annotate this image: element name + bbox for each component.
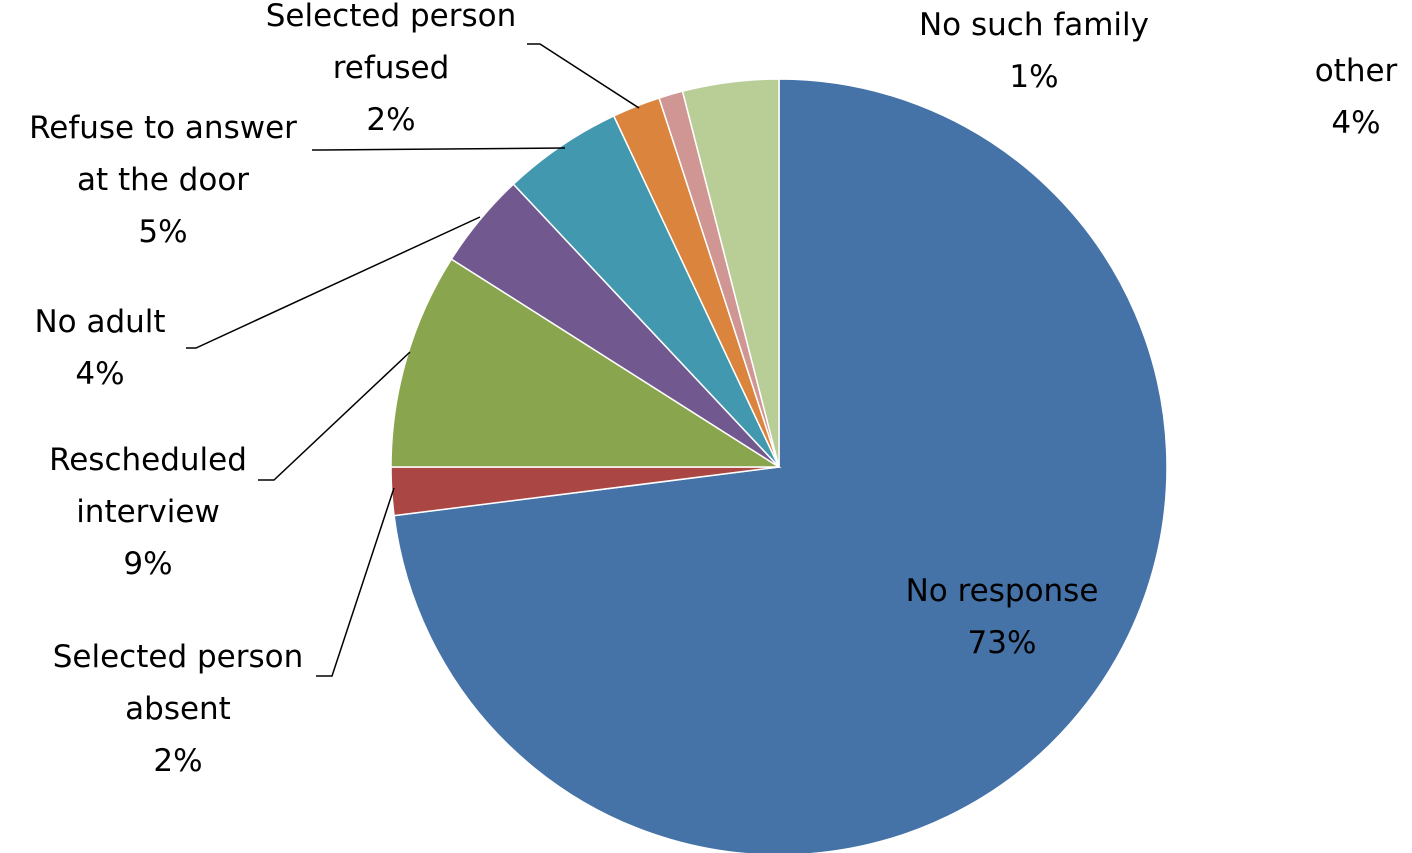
slice-label-selected-person-absent-line-1: Selected person xyxy=(53,639,304,675)
slice-label-other-line-1: other xyxy=(1315,53,1398,89)
slice-label-no-response-value: 73% xyxy=(968,625,1037,661)
slice-label-other-line-2: 4% xyxy=(1331,105,1380,141)
slice-label-selected-person-refused-line-1: Selected person xyxy=(266,0,517,34)
slice-label-no-adult-line-2: 4% xyxy=(75,356,124,392)
slice-label-no-such-family-line-2: 1% xyxy=(1009,59,1058,95)
leader-line-refuse-to-answer-at-the-door xyxy=(312,147,566,151)
slice-label-selected-person-refused-line-2: refused xyxy=(333,50,450,86)
leader-line-no-adult xyxy=(186,216,481,349)
leader-line-rescheduled-interview xyxy=(258,351,411,481)
slice-label-refuse-to-answer-at-the-door-line-1: Refuse to answer xyxy=(29,110,297,146)
leader-lines xyxy=(186,43,640,677)
slice-label-selected-person-absent-line-2: absent xyxy=(125,691,231,727)
slice-labels: No response 73% Selected person absent 2% Res… xyxy=(29,0,1397,779)
slice-label-selected-person-absent-line-3: 2% xyxy=(153,743,202,779)
slice-label-no-such-family-line-1: No such family xyxy=(919,7,1149,43)
leader-line-selected-person-refused xyxy=(527,43,640,109)
pie-slices xyxy=(390,78,1168,853)
pie-slice-other xyxy=(681,78,780,468)
leader-line-selected-person-absent xyxy=(316,487,395,677)
slice-label-no-adult-line-1: No adult xyxy=(34,304,165,340)
slice-label-no-response-name: No response xyxy=(906,573,1099,609)
slice-label-refuse-to-answer-at-the-door-line-2: at the door xyxy=(77,162,249,198)
pie-slice-no-response xyxy=(393,78,1168,853)
slice-label-rescheduled-interview-line-1: Rescheduled xyxy=(49,442,247,478)
slice-label-rescheduled-interview-line-3: 9% xyxy=(123,546,172,582)
slice-label-selected-person-refused-line-3: 2% xyxy=(366,102,415,138)
slice-label-rescheduled-interview-line-2: interview xyxy=(76,494,220,530)
slice-label-refuse-to-answer-at-the-door-line-3: 5% xyxy=(138,214,187,250)
pie-slice-rescheduled-interview xyxy=(390,258,782,468)
